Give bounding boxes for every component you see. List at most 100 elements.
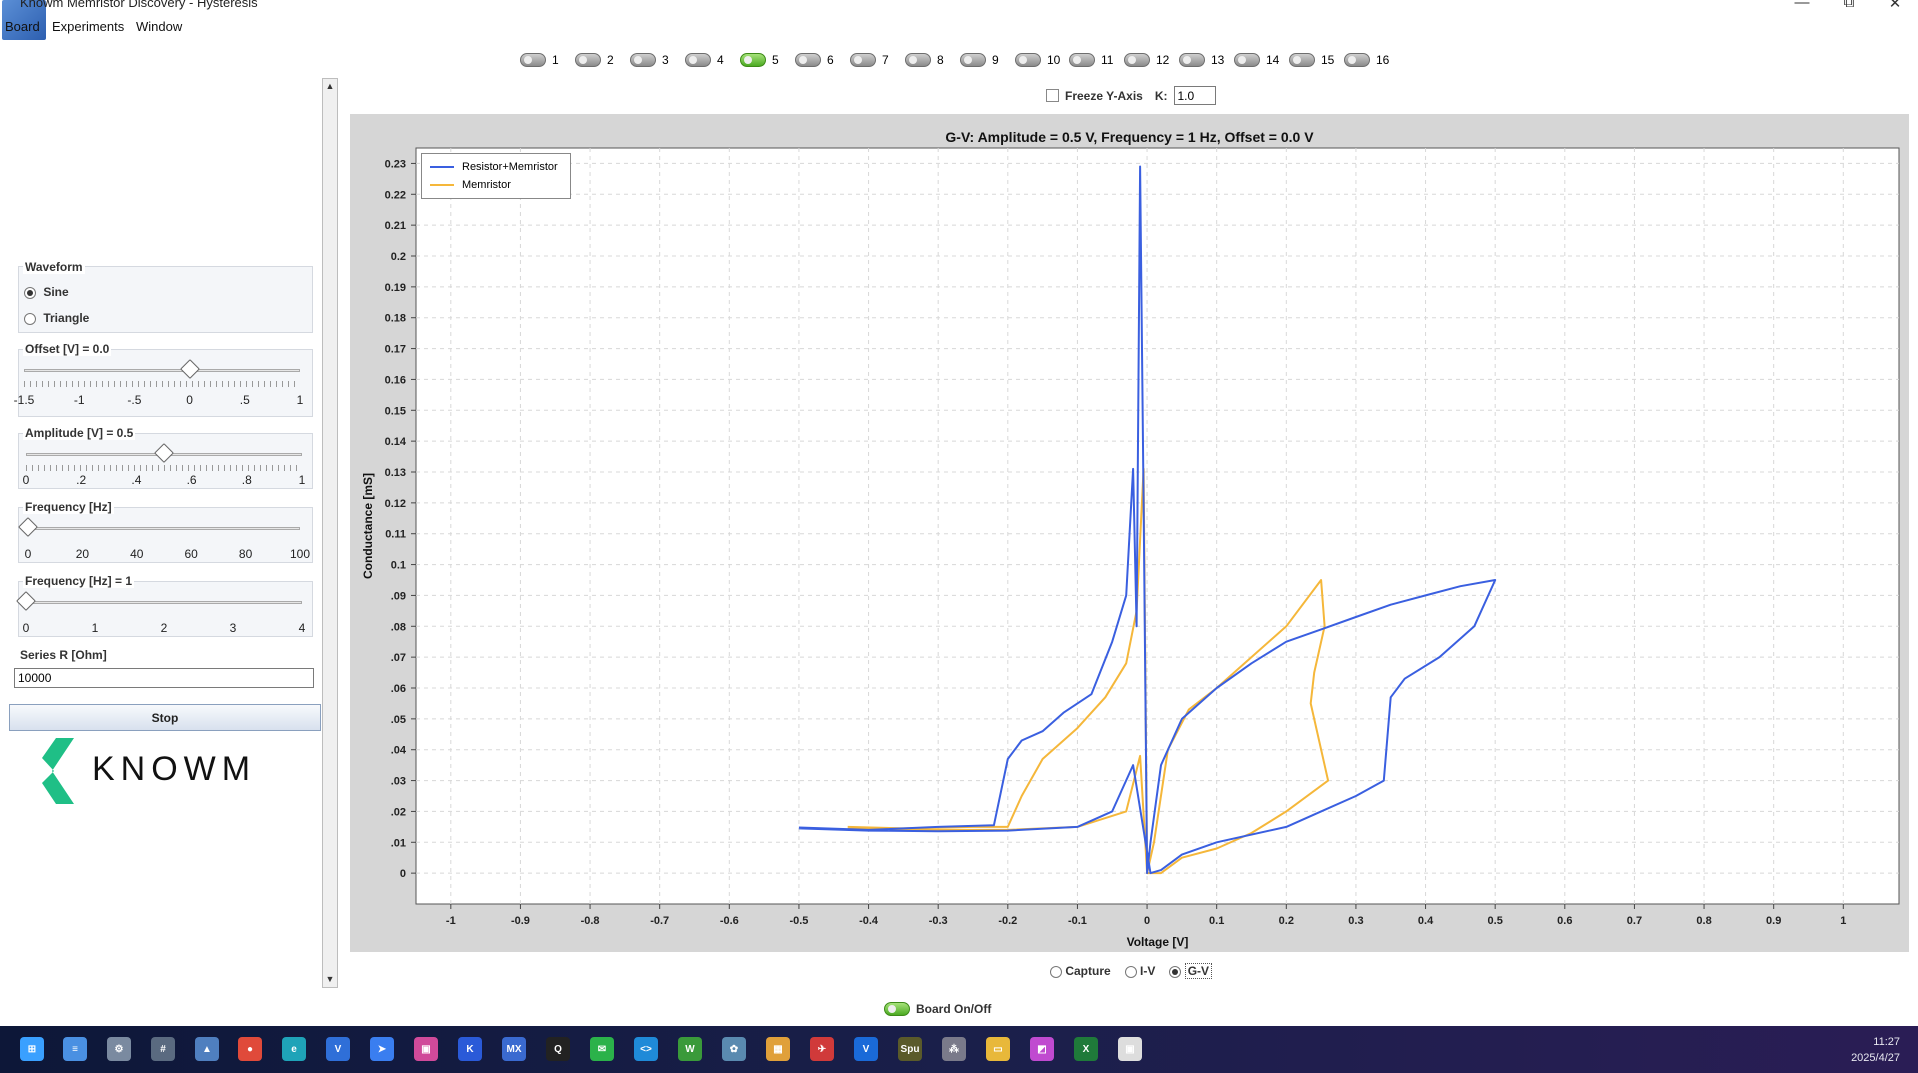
gv-radio[interactable] bbox=[1169, 965, 1182, 978]
scroll-up-arrow[interactable]: ▲ bbox=[325, 81, 335, 91]
channel-led-icon[interactable] bbox=[685, 53, 711, 67]
start-icon[interactable]: ⊞ bbox=[20, 1037, 44, 1061]
channel-led-icon[interactable] bbox=[1179, 53, 1205, 67]
app-pink-icon[interactable]: ◩ bbox=[1030, 1037, 1054, 1061]
channel-led-icon[interactable] bbox=[960, 53, 986, 67]
frequency-slider-track[interactable] bbox=[28, 527, 300, 530]
menu-experiments[interactable]: Experiments bbox=[52, 19, 125, 34]
calculator-icon[interactable]: # bbox=[151, 1037, 175, 1061]
chrome-icon[interactable]: ● bbox=[238, 1037, 262, 1061]
channel-12-toggle[interactable]: 12 bbox=[1124, 52, 1169, 68]
x-tick-label: -0.3 bbox=[929, 915, 948, 927]
channel-14-toggle[interactable]: 14 bbox=[1234, 52, 1279, 68]
photos-icon[interactable]: ▲ bbox=[195, 1037, 219, 1061]
channel-13-toggle[interactable]: 13 bbox=[1179, 52, 1224, 68]
notepad-icon[interactable]: ≡ bbox=[63, 1037, 87, 1061]
channel-led-icon[interactable] bbox=[630, 53, 656, 67]
y-tick-label: 0.21 bbox=[385, 220, 406, 232]
board-toggle-label: Board On/Off bbox=[916, 1002, 992, 1016]
channel-16-toggle[interactable]: 16 bbox=[1344, 52, 1389, 68]
freeze-y-axis-checkbox[interactable] bbox=[1046, 89, 1059, 102]
channel-led-icon[interactable] bbox=[1069, 53, 1095, 67]
channel-11-toggle[interactable]: 11 bbox=[1069, 52, 1113, 68]
k-input[interactable] bbox=[1173, 86, 1216, 105]
channel-led-icon[interactable] bbox=[1234, 53, 1260, 67]
slider-tick-label: 100 bbox=[289, 547, 311, 561]
channel-3-toggle[interactable]: 3 bbox=[630, 52, 669, 68]
app-plane-icon[interactable]: ✈ bbox=[810, 1037, 834, 1061]
iv-radio[interactable] bbox=[1124, 965, 1137, 978]
knowm-app-icon[interactable]: ▣ bbox=[1118, 1037, 1142, 1061]
x-tick-label: 0.4 bbox=[1418, 915, 1434, 927]
app-arrow-icon[interactable]: ➤ bbox=[370, 1037, 394, 1061]
minimize-button[interactable]: — bbox=[1794, 0, 1810, 11]
channel-8-toggle[interactable]: 8 bbox=[905, 52, 944, 68]
channel-15-toggle[interactable]: 15 bbox=[1289, 52, 1334, 68]
app-v-icon[interactable]: V bbox=[326, 1037, 350, 1061]
app-icon bbox=[2, 0, 46, 40]
app-net-icon[interactable]: ⁂ bbox=[942, 1037, 966, 1061]
gv-chart[interactable]: -1 -0.9 -0.8 -0.7 -0.6 -0.5 -0.4 -0.3 -0.2 -0.1 0 0… bbox=[350, 114, 1909, 952]
settings-icon[interactable]: ⚙ bbox=[107, 1037, 131, 1061]
spu-icon[interactable]: Spu bbox=[898, 1037, 922, 1061]
qq-icon[interactable]: Q bbox=[546, 1037, 570, 1061]
edge-icon[interactable]: e bbox=[282, 1037, 306, 1061]
channel-led-icon[interactable] bbox=[795, 53, 821, 67]
y-axis-label: Conductance [mS] bbox=[361, 473, 375, 579]
menu-window[interactable]: Window bbox=[136, 19, 183, 34]
scroll-down-arrow[interactable]: ▼ bbox=[325, 974, 335, 984]
y-tick-label: .03 bbox=[391, 776, 406, 788]
channel-led-icon[interactable] bbox=[1344, 53, 1370, 67]
channel-5-toggle[interactable]: 5 bbox=[740, 52, 779, 68]
channel-10-toggle[interactable]: 10 bbox=[1015, 52, 1060, 68]
mode-capture[interactable]: Capture bbox=[1050, 964, 1111, 978]
channel-led-icon[interactable] bbox=[575, 53, 601, 67]
y-tick-label: .02 bbox=[391, 806, 406, 818]
wechat-icon[interactable]: ✉ bbox=[590, 1037, 614, 1061]
channel-led-icon[interactable] bbox=[740, 53, 766, 67]
channel-led-icon[interactable] bbox=[1124, 53, 1150, 67]
app-v2-icon[interactable]: V bbox=[854, 1037, 878, 1061]
offset-slider-track[interactable] bbox=[24, 369, 300, 372]
maximize-button[interactable]: ⧉ bbox=[1843, 0, 1855, 11]
triangle-radio[interactable] bbox=[24, 312, 36, 325]
channel-4-toggle[interactable]: 4 bbox=[685, 52, 724, 68]
left-panel-scrollbar[interactable]: ▲ ▼ bbox=[322, 78, 338, 988]
waveform-sine-option[interactable]: Sine bbox=[24, 285, 69, 299]
series-r-input[interactable] bbox=[14, 668, 314, 688]
mode-iv[interactable]: I-V bbox=[1124, 964, 1155, 978]
sine-radio[interactable] bbox=[24, 286, 36, 299]
channel-6-toggle[interactable]: 6 bbox=[795, 52, 834, 68]
channel-led-icon[interactable] bbox=[1015, 53, 1041, 67]
explorer-icon[interactable]: ▭ bbox=[986, 1037, 1010, 1061]
app-orange-icon[interactable]: ▦ bbox=[766, 1037, 790, 1061]
waveform-triangle-option[interactable]: Triangle bbox=[24, 311, 89, 325]
channel-1-toggle[interactable]: 1 bbox=[520, 52, 559, 68]
board-toggle-row[interactable]: Board On/Off bbox=[884, 1002, 991, 1016]
channel-7-toggle[interactable]: 7 bbox=[850, 52, 889, 68]
channel-led-icon[interactable] bbox=[520, 53, 546, 67]
board-toggle-icon[interactable] bbox=[884, 1002, 910, 1016]
capture-radio[interactable] bbox=[1050, 965, 1062, 978]
frequency-fine-slider-track[interactable] bbox=[26, 601, 302, 604]
taskbar-clock[interactable]: 11:27 2025/4/27 bbox=[1830, 1034, 1900, 1066]
channel-9-toggle[interactable]: 9 bbox=[960, 52, 999, 68]
slider-tick-label: 40 bbox=[130, 547, 144, 561]
mx-icon[interactable]: MX bbox=[502, 1037, 526, 1061]
channel-2-toggle[interactable]: 2 bbox=[575, 52, 614, 68]
chart-legend: Resistor+Memristor Memristor bbox=[421, 153, 571, 199]
vscode-icon[interactable]: <> bbox=[634, 1037, 658, 1061]
app-gear-icon[interactable]: ✿ bbox=[722, 1037, 746, 1061]
app-green-icon[interactable]: W bbox=[678, 1037, 702, 1061]
slider-tick-label: .5 bbox=[239, 393, 250, 407]
excel-icon[interactable]: X bbox=[1074, 1037, 1098, 1061]
channel-led-icon[interactable] bbox=[850, 53, 876, 67]
app-photo-icon[interactable]: ▣ bbox=[414, 1037, 438, 1061]
stop-button[interactable]: Stop bbox=[9, 704, 321, 731]
close-button[interactable]: ✕ bbox=[1888, 0, 1902, 12]
channel-led-icon[interactable] bbox=[1289, 53, 1315, 67]
channel-led-icon[interactable] bbox=[905, 53, 931, 67]
app-k-icon[interactable]: K bbox=[458, 1037, 482, 1061]
mode-gv[interactable]: G-V bbox=[1169, 963, 1213, 979]
menu-board[interactable]: Board bbox=[5, 19, 40, 34]
